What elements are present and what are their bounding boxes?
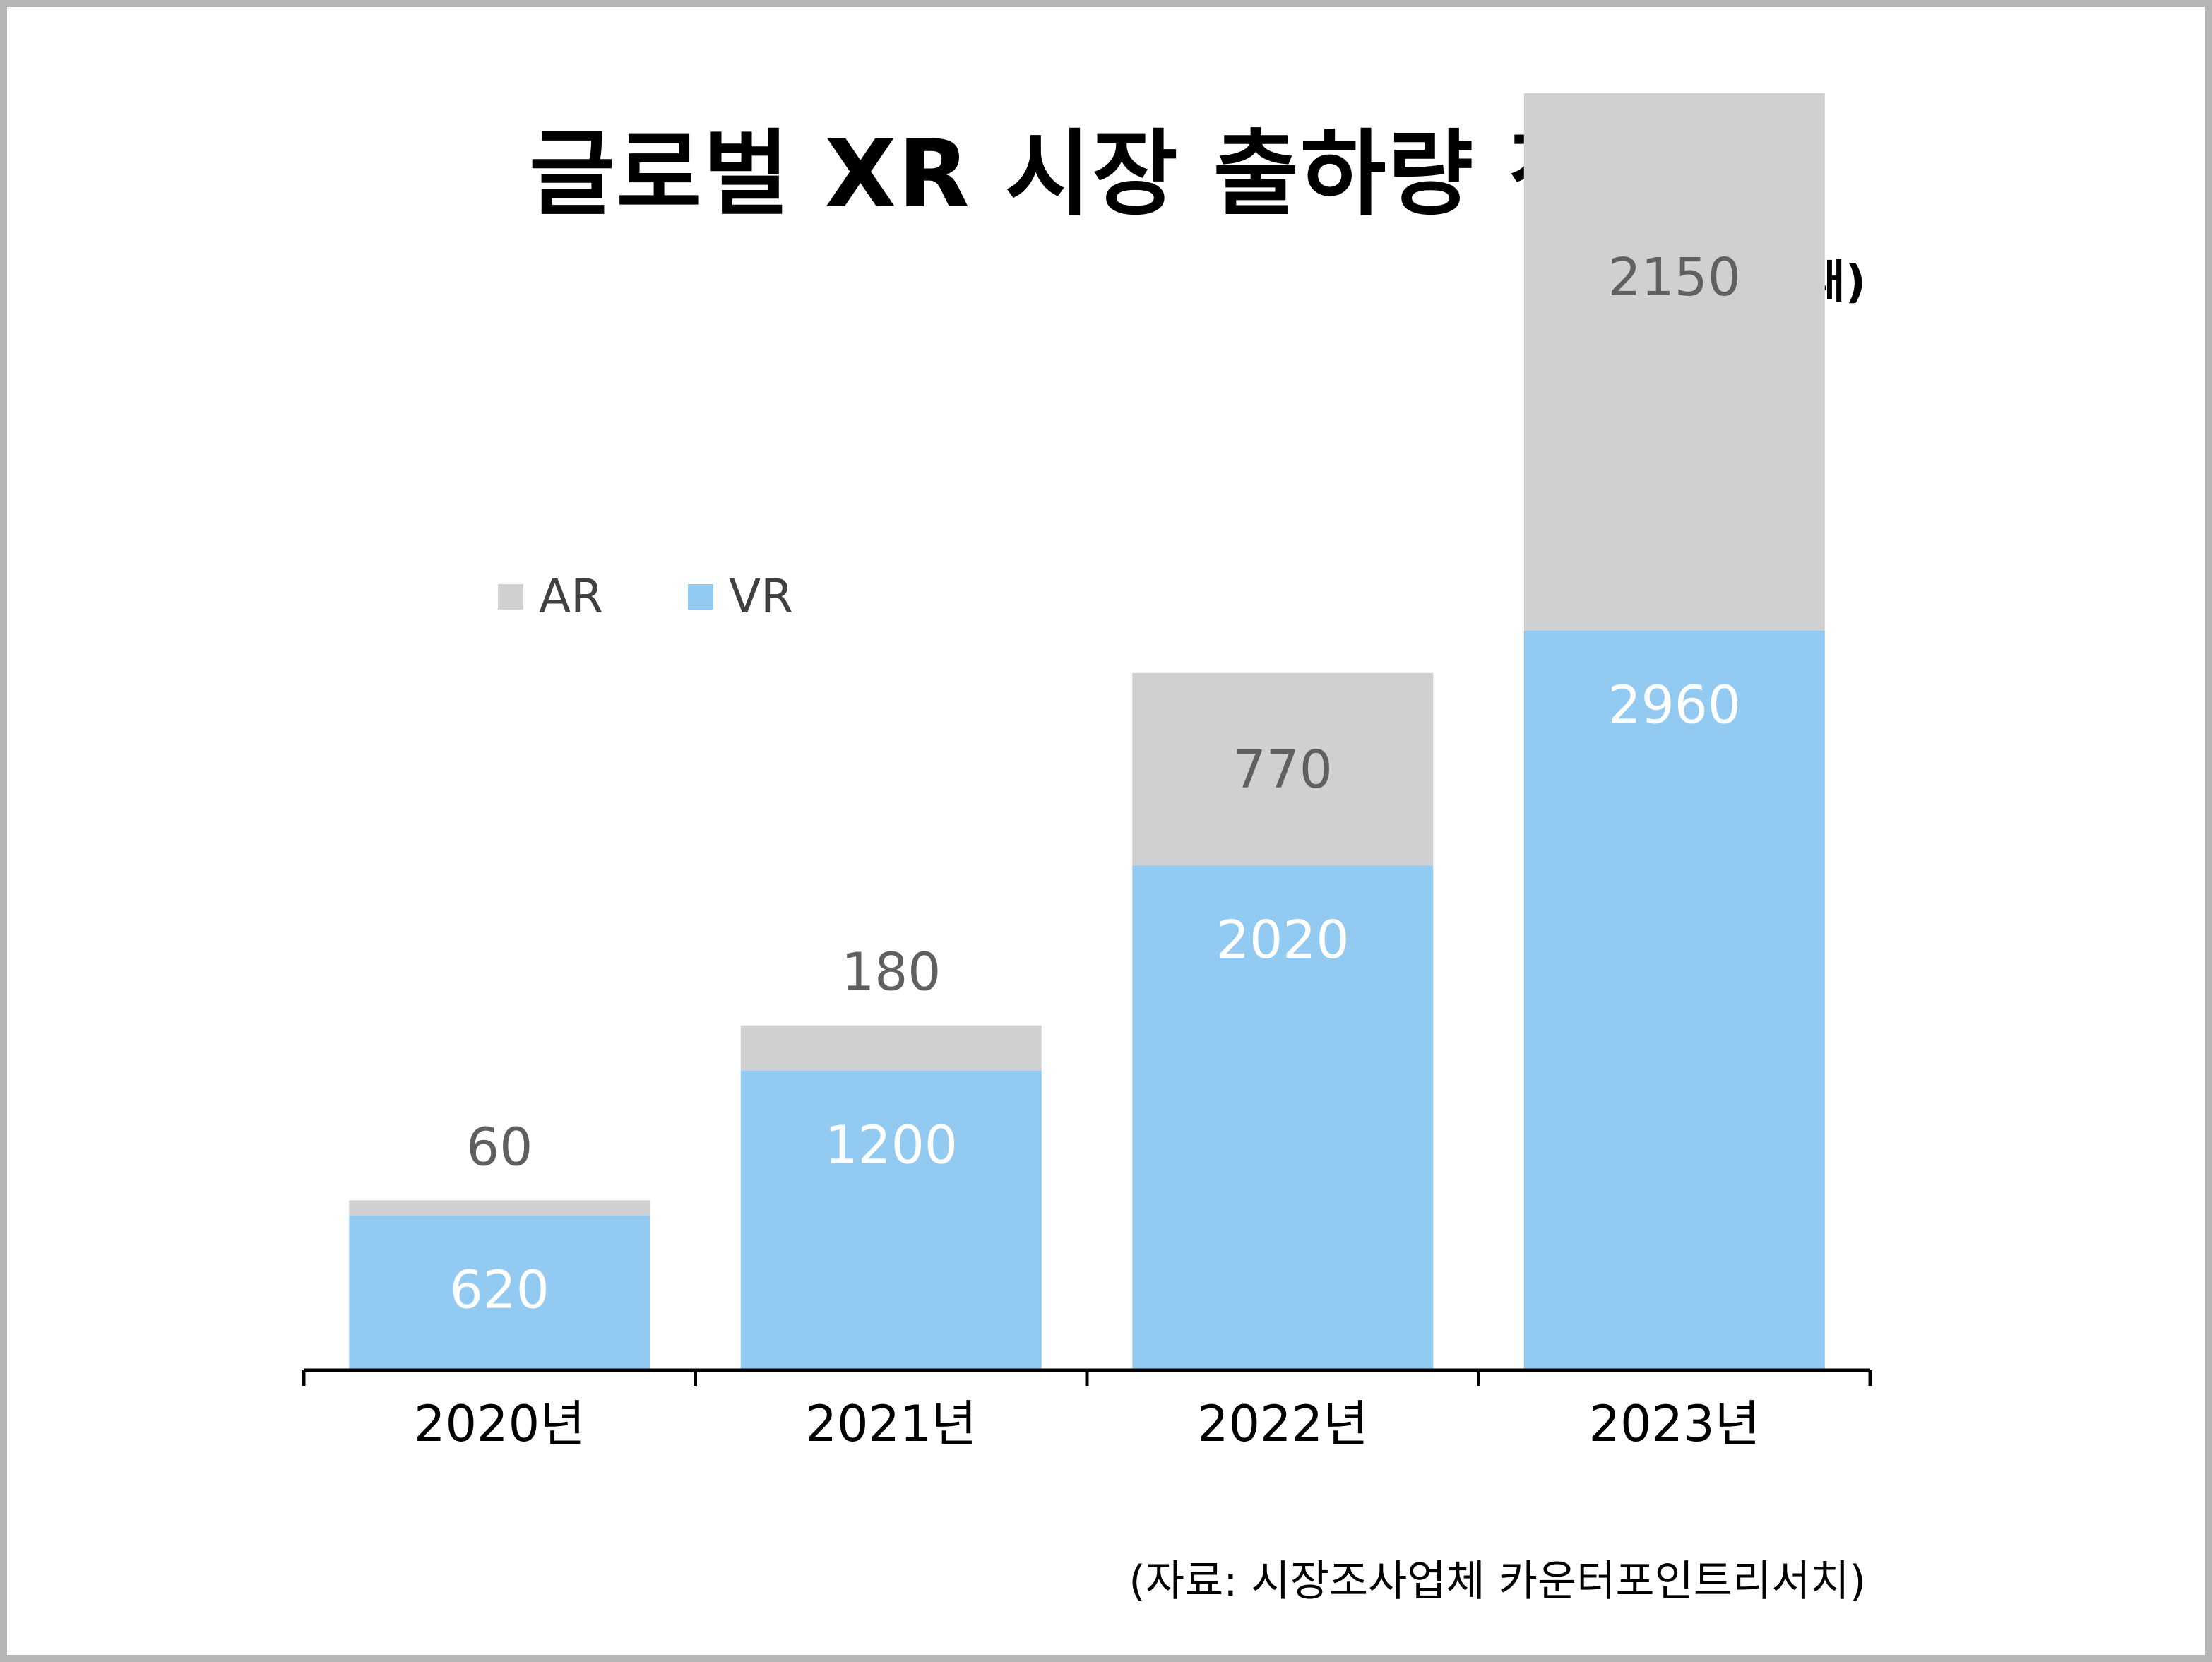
data-label-vr-0: 620 (450, 1260, 549, 1321)
data-label-ar-1: 180 (841, 942, 941, 1003)
legend-item-ar: AR (498, 569, 603, 624)
bar-ar-2 (1132, 672, 1434, 866)
legend-swatch-vr (688, 583, 714, 610)
bar-vr-2 (1132, 865, 1434, 1370)
bar-vr-1 (740, 1070, 1042, 1370)
legend-swatch-ar (498, 583, 523, 610)
bar-vr-3 (1523, 630, 1825, 1370)
bar-ar-3 (1523, 93, 1825, 631)
bar-vr-0 (349, 1215, 650, 1370)
x-tick-label-2: 2022년 (1197, 1395, 1369, 1453)
legend: AR VR (498, 569, 878, 624)
bar-ar-1 (740, 1025, 1042, 1071)
data-label-vr-1: 1200 (825, 1115, 958, 1175)
legend-label-ar: AR (539, 569, 604, 624)
source-note: (자료: 시장조사업체 카운터포인트리서치) (1129, 1557, 1866, 1606)
x-tick-label-0: 2020년 (414, 1395, 585, 1453)
bar-ar-0 (349, 1200, 650, 1216)
data-label-ar-0: 60 (466, 1117, 533, 1177)
data-label-ar-2: 770 (1233, 740, 1333, 800)
x-tick-label-3: 2023년 (1588, 1395, 1760, 1453)
data-label-vr-3: 2960 (1608, 675, 1741, 736)
data-label-vr-2: 2020 (1216, 910, 1349, 971)
x-tick-label-1: 2021년 (805, 1395, 977, 1453)
data-label-ar-3: 2150 (1608, 247, 1741, 308)
chart-title: 글로벌 XR 시장 출하량 전망 (529, 120, 1683, 229)
legend-item-vr: VR (688, 569, 793, 624)
legend-label-vr: VR (729, 569, 794, 624)
